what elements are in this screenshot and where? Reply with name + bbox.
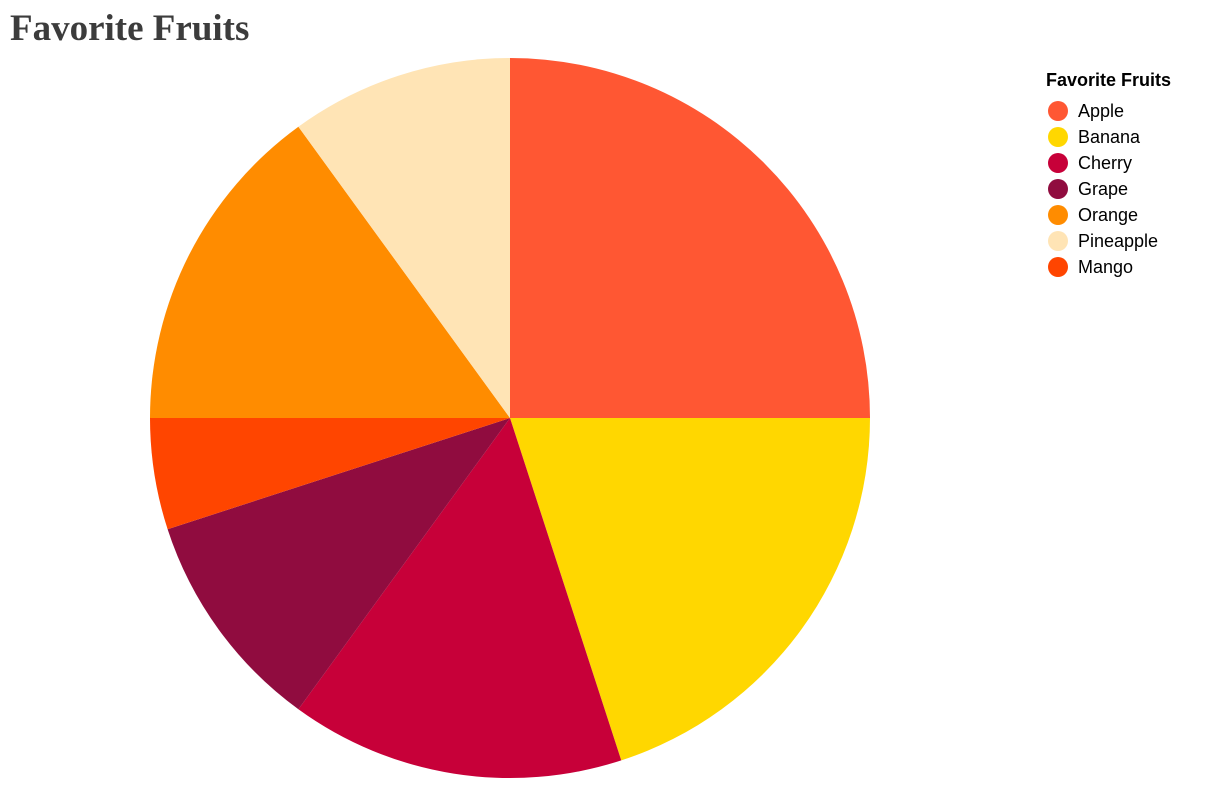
legend-item-grape: Grape	[1046, 176, 1171, 202]
pie-slice-orange	[149, 126, 510, 418]
chart-title: Favorite Fruits	[10, 8, 250, 49]
legend-swatch	[1048, 205, 1068, 225]
pie-slice-grape	[167, 418, 510, 710]
legend-swatch	[1048, 101, 1068, 121]
legend-swatch	[1048, 127, 1068, 147]
pie-slice-pineapple	[298, 58, 510, 418]
legend-label: Banana	[1078, 126, 1141, 147]
legend-item-banana: Banana	[1046, 124, 1171, 150]
legend-swatch	[1048, 179, 1068, 199]
legend-label: Orange	[1078, 204, 1139, 225]
legend-label: Grape	[1078, 178, 1129, 199]
legend-label: Mango	[1078, 256, 1134, 277]
legend-item-cherry: Cherry	[1046, 150, 1171, 176]
legend-label: Apple	[1078, 100, 1125, 121]
pie-slice-banana	[510, 418, 870, 761]
legend-swatch	[1048, 231, 1068, 251]
legend-item-apple: Apple	[1046, 98, 1171, 124]
legend-label: Cherry	[1078, 152, 1133, 173]
legend-title: Favorite Fruits	[1046, 70, 1172, 90]
pie-slice-cherry	[298, 418, 622, 779]
pie-slice-mango	[150, 418, 510, 530]
legend-item-mango: Mango	[1046, 254, 1171, 280]
pie-slice-apple	[510, 58, 870, 418]
legend-swatch	[1048, 153, 1068, 173]
legend-item-pineapple: Pineapple	[1046, 228, 1171, 254]
legend-swatch	[1048, 257, 1068, 277]
legend: Favorite Fruits Apple Banana Cherry Grape Or…	[1046, 68, 1171, 280]
legend-label: Pineapple	[1078, 230, 1159, 251]
legend-items: Apple Banana Cherry Grape Orange Pineapple Man…	[1046, 98, 1171, 280]
legend-item-orange: Orange	[1046, 202, 1171, 228]
